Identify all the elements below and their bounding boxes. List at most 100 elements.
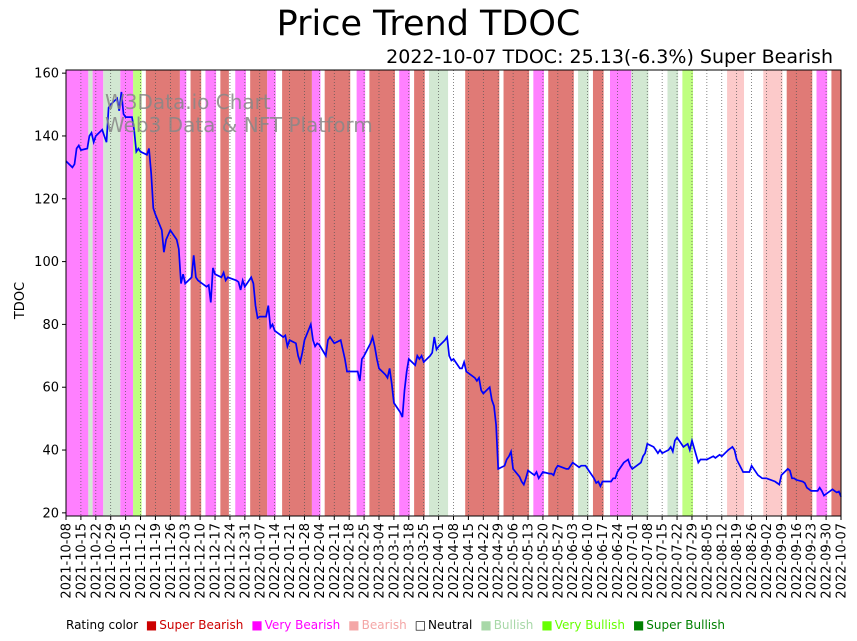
rating-band-super-bearish bbox=[369, 70, 395, 516]
legend-label: Super Bearish bbox=[159, 618, 244, 632]
x-tick-label: 2022-09-30 bbox=[820, 523, 835, 599]
rating-band-super-bearish bbox=[190, 70, 202, 516]
x-tick-label: 2022-07-22 bbox=[671, 523, 686, 599]
rating-band-very-bearish bbox=[66, 70, 89, 516]
legend-swatch: ■ bbox=[251, 618, 263, 632]
rating-band-super-bearish bbox=[324, 70, 351, 516]
x-tick-label: 2021-12-31 bbox=[238, 523, 253, 599]
rating-band-super-bearish bbox=[220, 70, 229, 516]
legend-label: Neutral bbox=[428, 618, 473, 632]
x-tick-label: 2021-11-19 bbox=[149, 523, 164, 599]
rating-band-bearish bbox=[763, 70, 783, 516]
x-tick-label: 2022-01-21 bbox=[283, 523, 298, 599]
legend-swatch: ■ bbox=[541, 618, 553, 632]
x-tick-label: 2022-06-03 bbox=[566, 523, 581, 599]
x-tick-label: 2022-05-27 bbox=[551, 523, 566, 599]
x-tick-label: 2022-02-25 bbox=[358, 523, 373, 599]
legend-swatch: ■ bbox=[145, 618, 158, 632]
x-tick-label: 2022-09-02 bbox=[760, 523, 775, 599]
x-tick-label: 2022-06-10 bbox=[581, 523, 596, 599]
rating-band-neutral bbox=[448, 70, 466, 516]
x-tick-label: 2021-10-08 bbox=[60, 523, 75, 599]
x-tick-label: 2021-12-17 bbox=[209, 523, 224, 599]
rating-legend: Rating color ■ Super Bearish ■ Very Bearish… bbox=[66, 618, 737, 632]
x-tick-label: 2022-06-24 bbox=[611, 523, 626, 599]
legend-swatch: ■ bbox=[632, 618, 645, 632]
x-tick-label: 2022-02-11 bbox=[328, 523, 343, 599]
rating-band-super-bearish bbox=[592, 70, 604, 516]
x-tick-label: 2021-12-24 bbox=[223, 523, 238, 599]
rating-band-very-bearish bbox=[533, 70, 544, 516]
y-tick-label: 120 bbox=[34, 192, 59, 207]
legend-item-super-bullish: ■ Super Bullish bbox=[633, 618, 729, 632]
rating-band-bullish bbox=[88, 70, 93, 516]
rating-band-super-bearish bbox=[548, 70, 574, 516]
y-tick-label: 160 bbox=[34, 67, 59, 82]
x-tick-label: 2022-04-01 bbox=[432, 523, 447, 599]
chart-title: Price Trend TDOC bbox=[276, 4, 581, 44]
x-tick-label: 2022-08-19 bbox=[730, 523, 745, 599]
legend-item-very-bearish: ■ Very Bearish bbox=[251, 618, 344, 632]
legend-swatch: ■ bbox=[348, 618, 360, 632]
rating-band-super-bearish bbox=[786, 70, 813, 516]
price-line-layer bbox=[65, 91, 842, 498]
price-line-tdoc bbox=[65, 91, 842, 498]
x-tick-label: 2022-03-18 bbox=[402, 523, 417, 599]
x-tick-label: 2022-01-07 bbox=[253, 523, 268, 599]
rating-band-neutral bbox=[697, 70, 723, 516]
chart-subtitle: 2022-10-07 TDOC: 25.13(-6.3%) Super Bear… bbox=[386, 46, 833, 68]
x-tick-label: 2021-12-10 bbox=[194, 523, 209, 599]
rating-band-very-bearish bbox=[92, 70, 104, 516]
x-tick-label: 2022-10-07 bbox=[835, 523, 850, 599]
rating-band-very-bearish bbox=[311, 70, 321, 516]
x-tick-label: 2021-10-22 bbox=[89, 523, 104, 599]
rating-band-very-bearish bbox=[179, 70, 187, 516]
x-tick-label: 2022-04-08 bbox=[447, 523, 462, 599]
legend-item-very-bullish: ■ Very Bullish bbox=[541, 618, 629, 632]
legend-items: ■ Super Bearish ■ Very Bearish ■ Bearish □ Neut… bbox=[146, 618, 733, 632]
rating-band-very-bearish bbox=[267, 70, 276, 516]
rating-band-very-bearish bbox=[816, 70, 828, 516]
x-tick-label: 2022-01-14 bbox=[268, 523, 283, 599]
rating-band-bullish bbox=[667, 70, 679, 516]
x-tick-label: 2022-04-22 bbox=[477, 523, 492, 599]
x-tick-label: 2022-05-13 bbox=[522, 523, 537, 599]
x-tick-label: 2022-01-28 bbox=[298, 523, 313, 599]
legend-title: Rating color bbox=[66, 618, 139, 632]
rating-band-super-bearish bbox=[831, 70, 841, 516]
x-tick-label: 2022-04-15 bbox=[462, 523, 477, 599]
x-tick-label: 2022-07-08 bbox=[641, 523, 656, 599]
rating-band-neutral bbox=[744, 70, 764, 516]
x-tick-label: 2021-12-03 bbox=[179, 523, 194, 599]
rating-band-super-bearish bbox=[503, 70, 530, 516]
x-tick-label: 2022-08-05 bbox=[700, 523, 715, 599]
rating-band-super-bearish bbox=[282, 70, 312, 516]
x-tick-label: 2022-05-20 bbox=[536, 523, 551, 599]
rating-band-very-bearish bbox=[120, 70, 134, 516]
legend-item-bearish: ■ Bearish bbox=[348, 618, 410, 632]
x-tick-label: 2022-08-12 bbox=[715, 523, 730, 599]
x-tick-label: 2022-07-15 bbox=[656, 523, 671, 599]
x-tick-label: 2021-11-05 bbox=[119, 523, 134, 599]
x-tick-label: 2022-08-26 bbox=[745, 523, 760, 599]
x-tick-label: 2021-10-15 bbox=[74, 523, 89, 599]
rating-band-very-bearish bbox=[609, 70, 632, 516]
x-tick-label: 2022-03-04 bbox=[372, 523, 387, 599]
rating-band-super-bearish bbox=[465, 70, 500, 516]
rating-bands bbox=[66, 70, 841, 516]
rating-band-very-bearish bbox=[356, 70, 366, 516]
x-tick-label: 2021-11-12 bbox=[134, 523, 149, 599]
legend-item-neutral: □ Neutral bbox=[415, 618, 477, 632]
rating-band-bearish bbox=[727, 70, 745, 516]
legend-label: Bearish bbox=[361, 618, 407, 632]
rating-band-bullish bbox=[631, 70, 649, 516]
x-tick-label: 2022-02-04 bbox=[313, 523, 328, 599]
legend-item-bullish: ■ Bullish bbox=[480, 618, 537, 632]
rating-band-very-bullish bbox=[133, 70, 142, 516]
rating-band-bullish bbox=[103, 70, 121, 516]
y-tick-label: 100 bbox=[34, 255, 59, 270]
x-tick-label: 2022-02-18 bbox=[343, 523, 358, 599]
x-tick-label: 2021-10-29 bbox=[104, 523, 119, 599]
rating-band-neutral bbox=[652, 70, 664, 516]
